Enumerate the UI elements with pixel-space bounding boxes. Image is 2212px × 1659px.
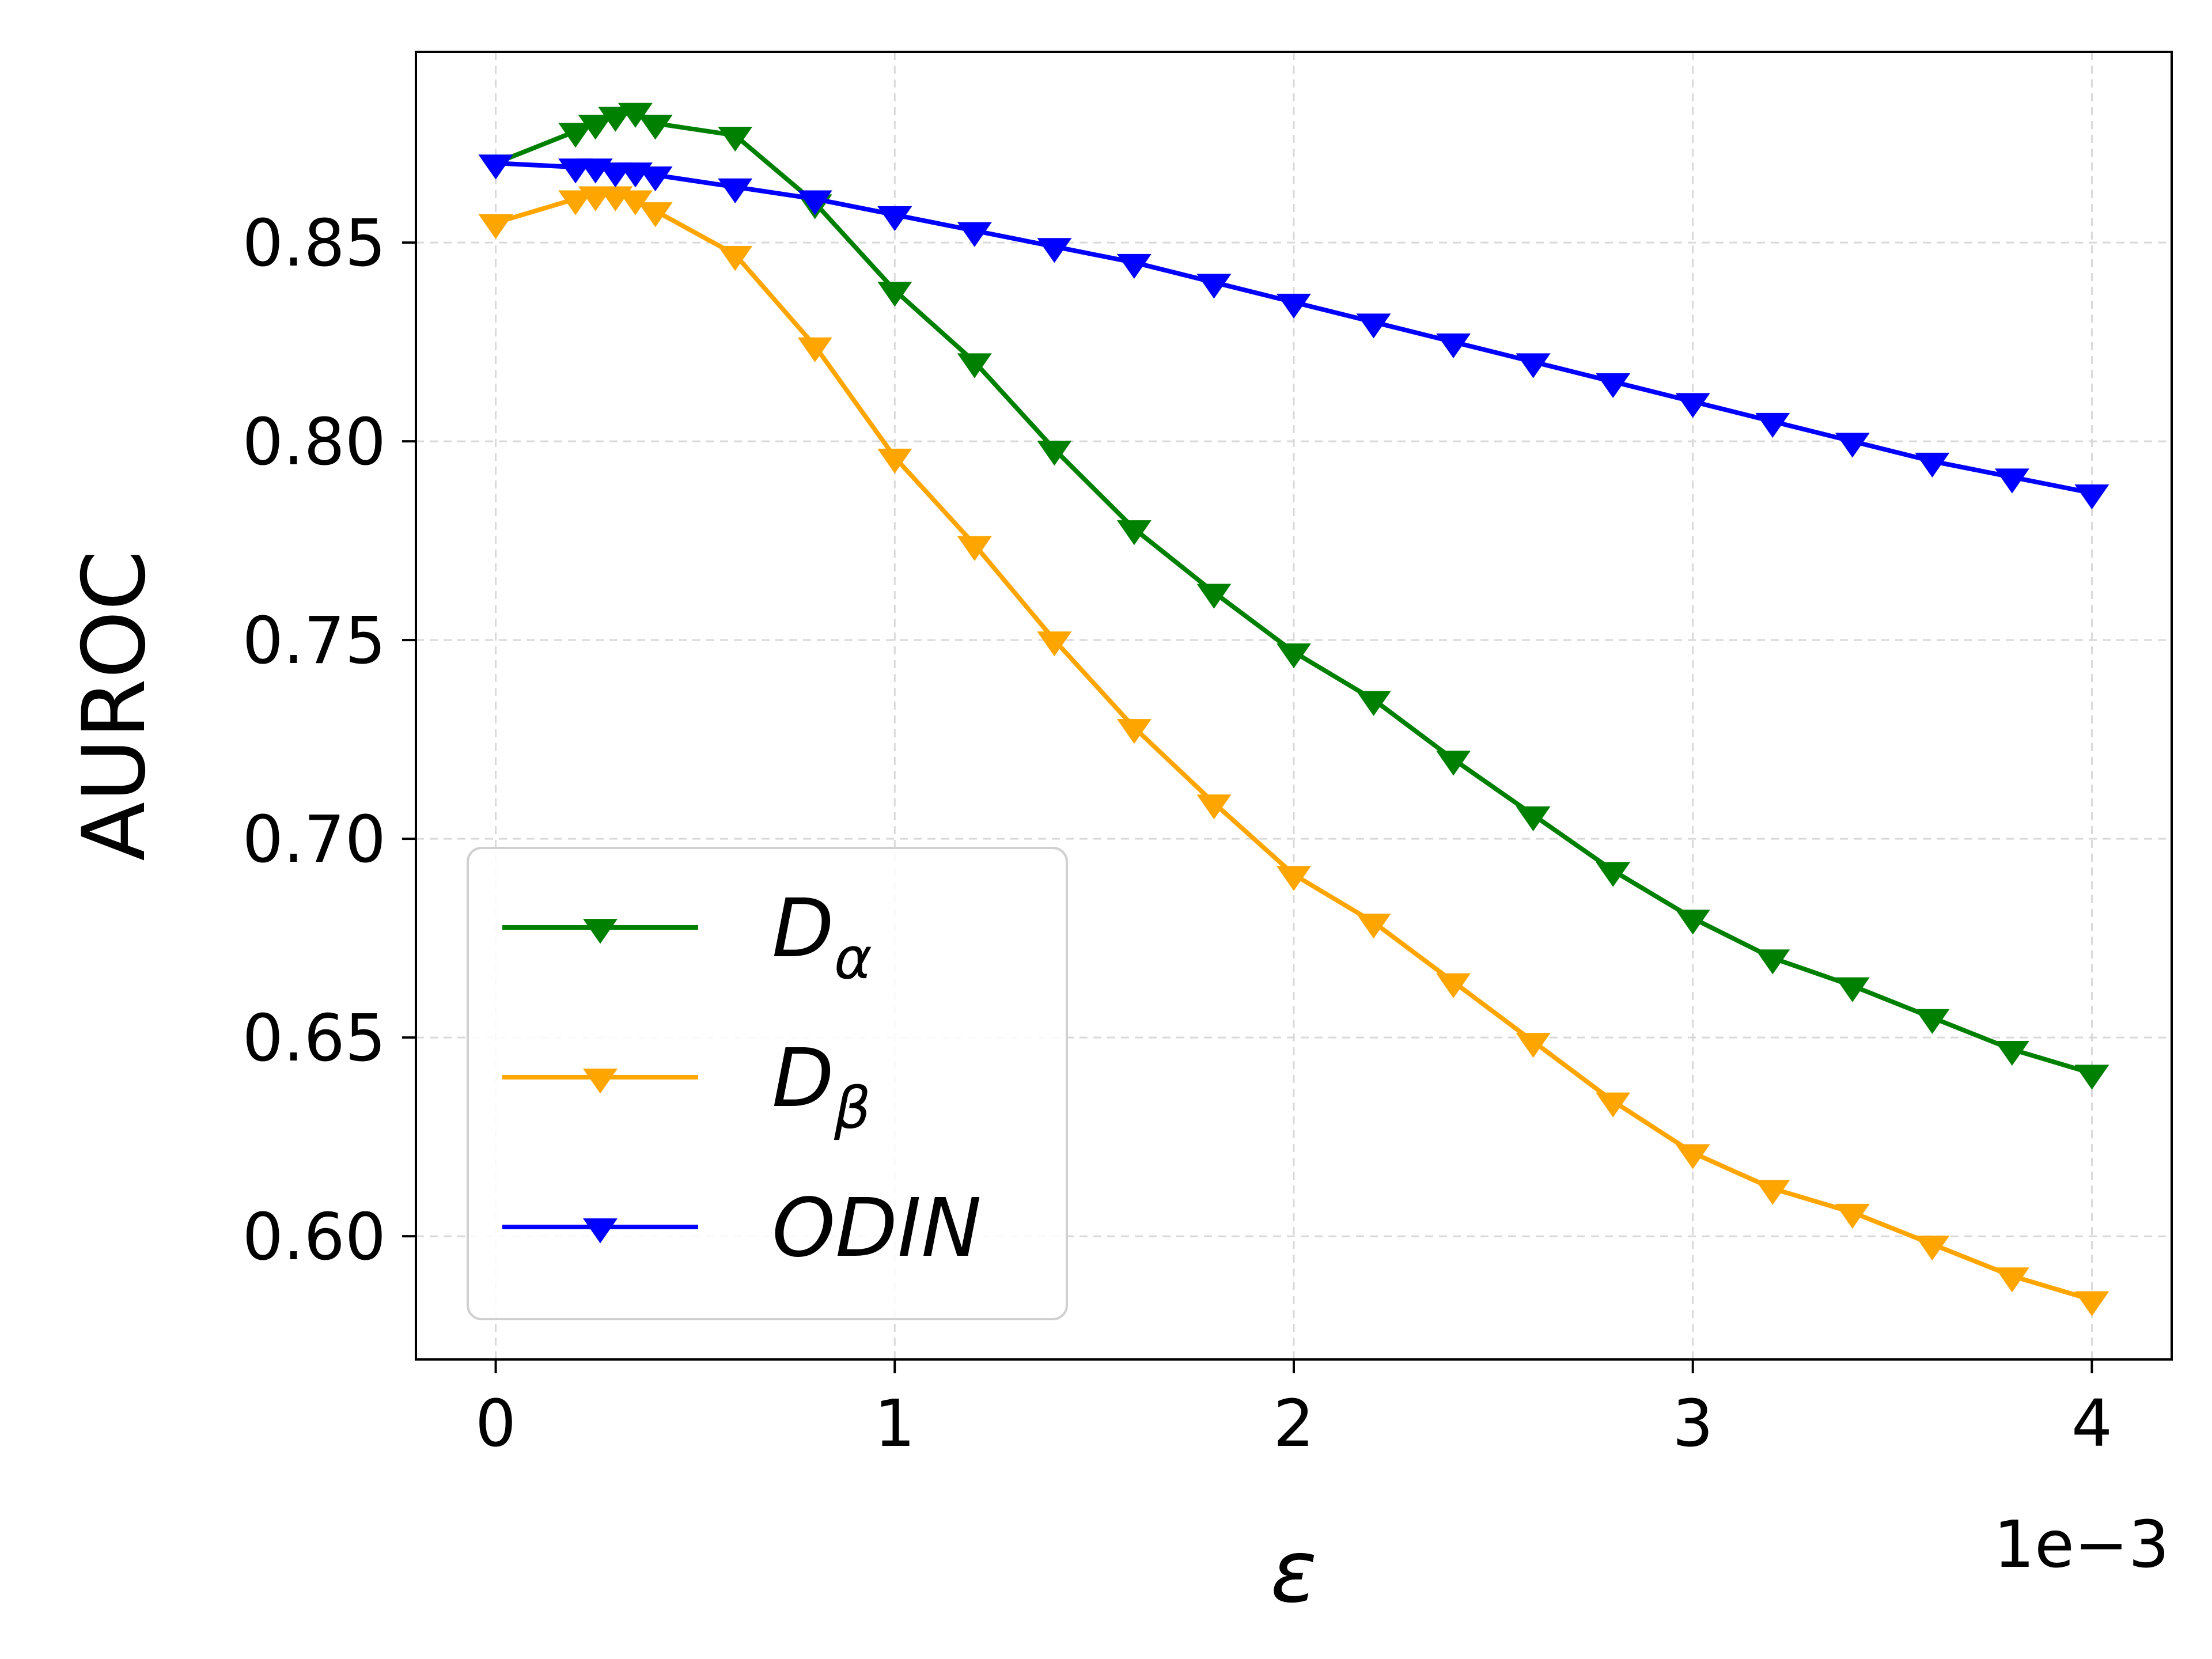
- data-point: [797, 190, 832, 215]
- data-point: [478, 154, 513, 180]
- data-point: [1277, 293, 1311, 319]
- data-point: [877, 448, 912, 474]
- axis-ticks: 0 1 2 3 4 0.60 0.65 0.70 0.75 0.80 0.85: [243, 206, 2112, 1461]
- data-point: [1436, 751, 1471, 776]
- data-point: [1915, 1236, 1950, 1261]
- data-point: [797, 337, 832, 362]
- data-point: [1516, 806, 1551, 832]
- data-point: [1994, 468, 2029, 494]
- x-tick-label: 2: [1273, 1387, 1314, 1461]
- data-point: [1915, 1009, 1950, 1034]
- y-tick-label: 0.85: [243, 206, 386, 281]
- data-point: [1037, 631, 1072, 657]
- data-point: [1596, 373, 1631, 399]
- y-tick-label: 0.65: [243, 1001, 386, 1076]
- x-tick-label: 0: [475, 1387, 516, 1461]
- data-point: [1037, 238, 1072, 263]
- data-point: [478, 214, 513, 240]
- data-point: [2074, 1065, 2109, 1090]
- data-point: [1356, 313, 1391, 339]
- data-point: [718, 127, 753, 152]
- data-point: [877, 206, 912, 232]
- series-layer: [478, 103, 2109, 1316]
- data-point: [618, 190, 653, 215]
- data-point: [1356, 691, 1391, 717]
- data-point: [558, 123, 593, 148]
- legend-box: [467, 847, 1068, 1320]
- data-point: [578, 115, 613, 140]
- data-point: [1596, 1092, 1631, 1118]
- data-point: [1037, 441, 1072, 466]
- data-point: [1755, 412, 1790, 438]
- x-tick-label: 3: [1672, 1387, 1713, 1461]
- data-point: [638, 115, 673, 140]
- data-point: [1994, 1267, 2029, 1293]
- legend-item: ODIN: [502, 1181, 982, 1275]
- data-point: [1675, 910, 1710, 935]
- data-point: [1116, 719, 1152, 744]
- x-tick-label: 4: [2071, 1387, 2112, 1461]
- data-point: [2074, 484, 2109, 510]
- data-point: [1196, 794, 1232, 820]
- data-point: [957, 353, 992, 378]
- x-axis-offset-label: 1e−3: [1994, 1508, 2169, 1582]
- data-point: [1835, 977, 1870, 1002]
- legend-item: Dβ: [502, 1032, 871, 1142]
- legend-item: Dα: [502, 882, 872, 992]
- x-axis-title: ε: [1270, 1522, 1317, 1622]
- data-point: [1277, 643, 1311, 669]
- data-point: [1675, 1144, 1710, 1169]
- data-point: [2074, 1291, 2109, 1316]
- data-point: [1835, 1203, 1870, 1229]
- legend-swatch-marker: [583, 919, 618, 944]
- data-point: [957, 536, 992, 561]
- x-tick-label: 1: [874, 1387, 915, 1461]
- legend-swatch-marker: [583, 1218, 618, 1244]
- data-point: [1196, 274, 1232, 299]
- data-point: [1116, 520, 1152, 546]
- data-point: [1915, 452, 1950, 478]
- data-point: [618, 103, 653, 128]
- y-axis-title: AUROC: [65, 550, 165, 861]
- y-tick-label: 0.70: [243, 802, 386, 877]
- series-2: [478, 154, 2109, 510]
- data-point: [877, 282, 912, 307]
- data-point: [1277, 866, 1311, 891]
- data-point: [1675, 393, 1710, 418]
- data-point: [1835, 433, 1870, 458]
- data-point: [558, 190, 593, 215]
- legend-swatch-marker: [583, 1069, 618, 1094]
- data-point: [638, 166, 673, 192]
- data-point: [1755, 1180, 1790, 1205]
- data-point: [1994, 1040, 2029, 1066]
- y-tick-label: 0.80: [243, 405, 386, 480]
- legend: Dα Dβ ODIN: [467, 847, 1068, 1320]
- data-point: [1516, 1033, 1551, 1058]
- data-point: [1596, 862, 1631, 887]
- data-point: [957, 222, 992, 247]
- legend-label: Dα: [772, 882, 872, 992]
- data-point: [598, 107, 633, 132]
- y-tick-label: 0.75: [243, 604, 386, 679]
- legend-label: Dβ: [772, 1032, 871, 1142]
- data-point: [1356, 914, 1391, 939]
- data-point: [1436, 973, 1471, 998]
- data-point: [1196, 584, 1232, 609]
- data-point: [1755, 949, 1790, 975]
- data-point: [1436, 333, 1471, 359]
- data-point: [1116, 253, 1152, 279]
- legend-label: ODIN: [772, 1181, 982, 1275]
- data-point: [718, 246, 753, 271]
- data-point: [718, 178, 753, 203]
- series-1: [478, 186, 2109, 1316]
- data-point: [638, 202, 673, 228]
- data-point: [1516, 353, 1551, 378]
- y-tick-label: 0.60: [243, 1200, 386, 1275]
